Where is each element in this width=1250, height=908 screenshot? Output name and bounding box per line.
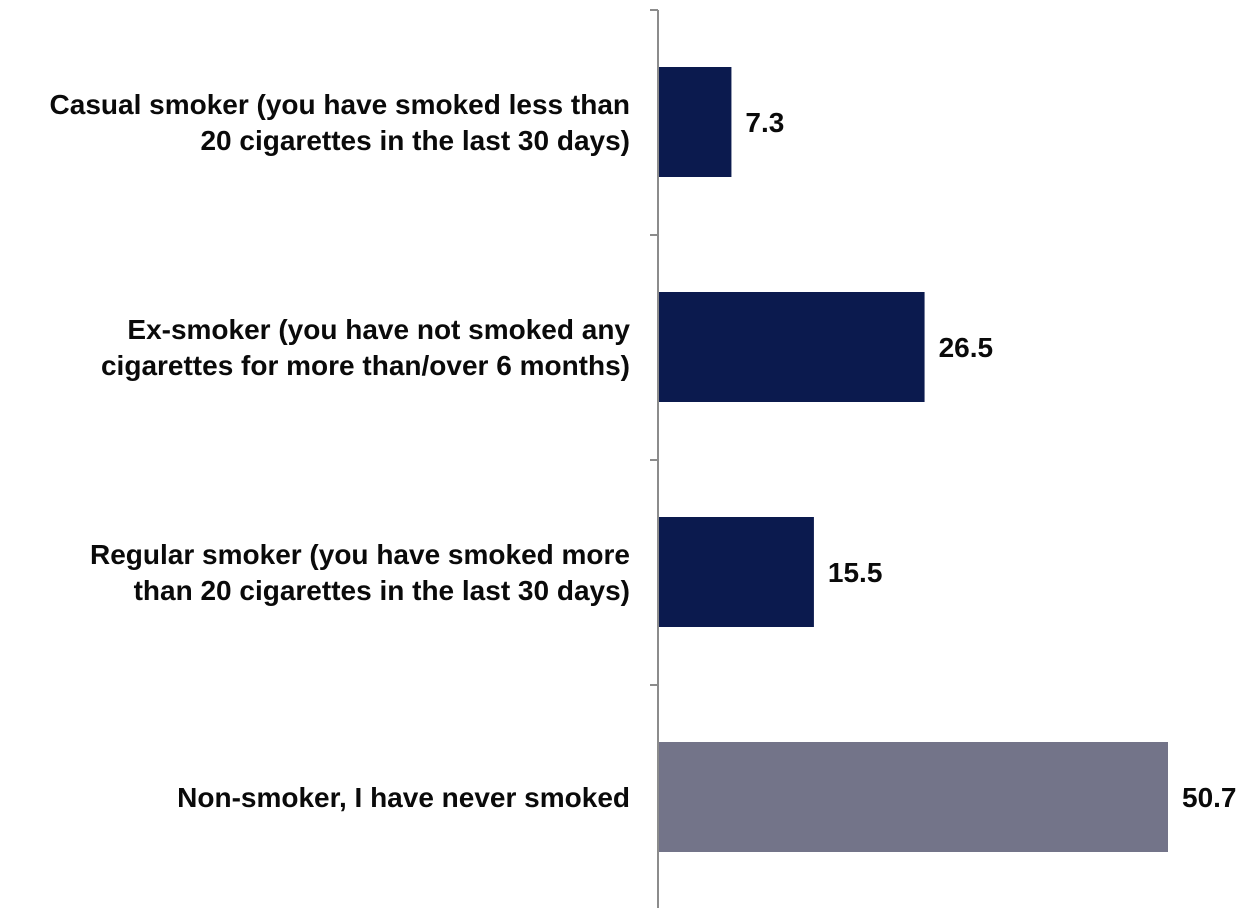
category-label-line: Regular smoker (you have smoked more [90,539,630,570]
category-label-1: Ex-smoker (you have not smoked any cigare… [101,314,630,381]
data-label-3: 50.7 [1182,782,1237,813]
category-label-line: Casual smoker (you have smoked less than [50,89,630,120]
category-label-2: Regular smoker (you have smoked more than… [90,539,630,606]
data-label-2: 15.5 [828,557,883,588]
data-label-0: 7.3 [745,107,784,138]
bar-1 [658,292,925,402]
category-label-line: Ex-smoker (you have not smoked any [127,314,630,345]
bar-0 [658,67,732,177]
category-label-3: Non-smoker, I have never smoked [177,782,630,813]
data-label-1: 26.5 [939,332,994,363]
category-label-line: 20 cigarettes in the last 30 days) [200,125,630,156]
category-label-line: Non-smoker, I have never smoked [177,782,630,813]
category-label-0: Casual smoker (you have smoked less than… [50,89,630,156]
category-label-line: cigarettes for more than/over 6 months) [101,350,630,381]
bar-3 [658,742,1168,852]
bar-2 [658,517,814,627]
category-label-line: than 20 cigarettes in the last 30 days) [134,575,630,606]
